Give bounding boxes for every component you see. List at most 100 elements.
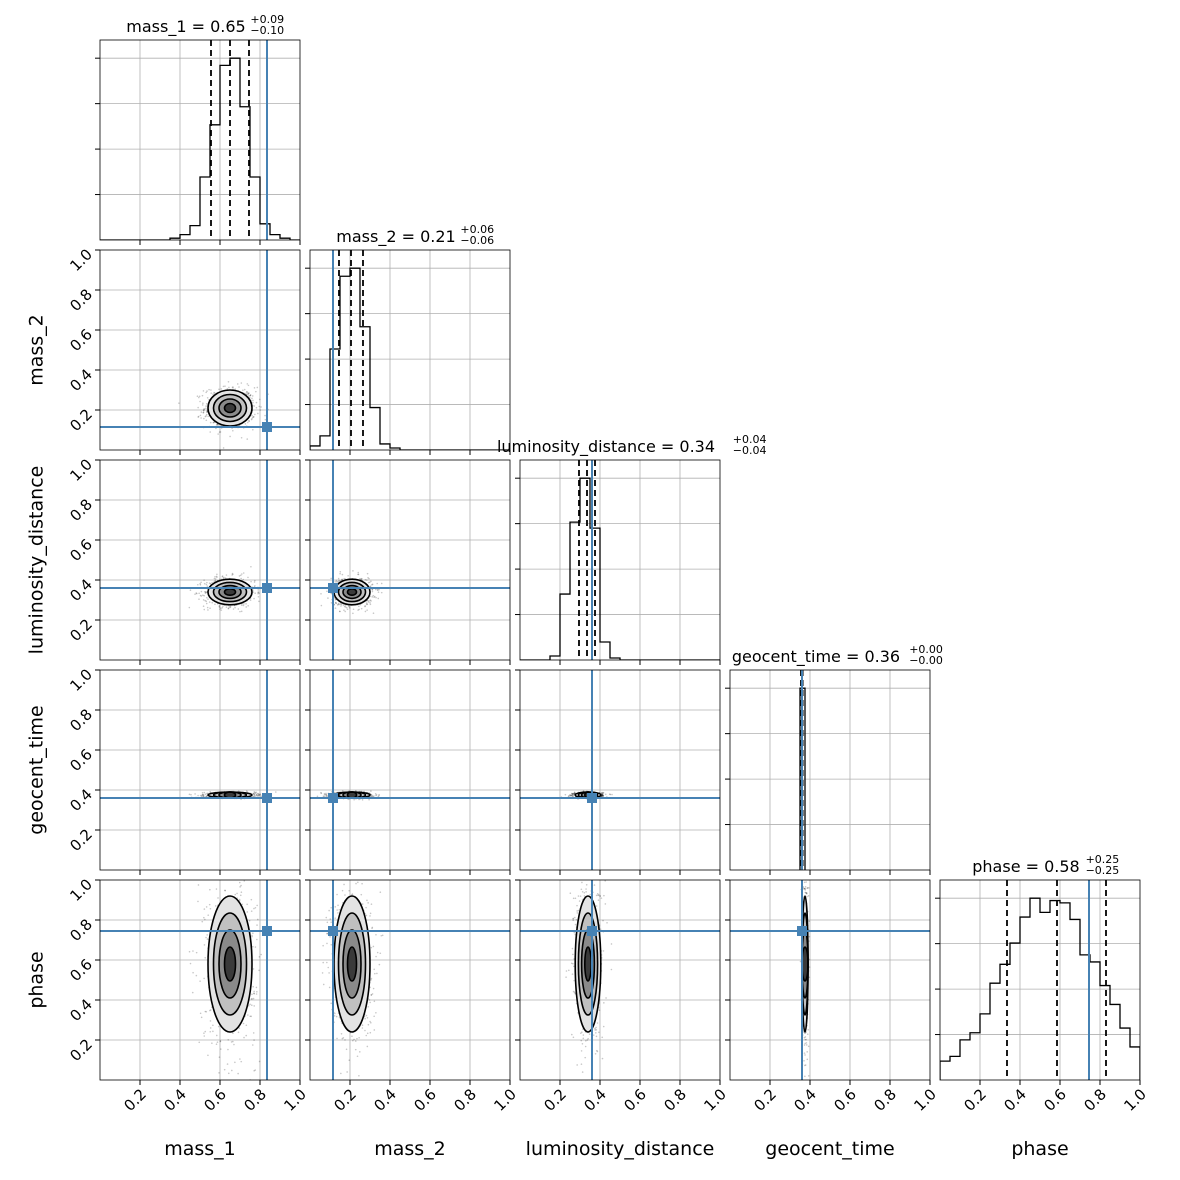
sample-point [368, 600, 370, 602]
sample-point [243, 880, 246, 882]
sample-point [206, 585, 209, 587]
sample-point [348, 607, 351, 609]
sample-point [240, 577, 242, 580]
sample-point [212, 393, 214, 395]
sample-point [199, 980, 201, 982]
sample-point [251, 414, 253, 417]
sample-point [216, 576, 218, 578]
sample-point [339, 572, 341, 575]
density-contour [342, 584, 362, 600]
sample-point [239, 574, 242, 577]
sample-point [335, 579, 338, 582]
sample-point [231, 386, 234, 389]
density-fill [224, 588, 236, 596]
sample-point [377, 597, 380, 600]
sample-point [255, 794, 258, 797]
sample-point [250, 418, 253, 421]
sample-point [334, 602, 337, 604]
sample-point [234, 606, 236, 609]
density-clip-group [100, 250, 300, 450]
sample-point [251, 397, 253, 400]
sample-point [252, 399, 254, 402]
sample-point [254, 584, 256, 587]
sample-point [233, 1043, 235, 1046]
sample-point [227, 607, 230, 610]
sample-point [205, 906, 208, 908]
sample-point [228, 606, 231, 608]
sample-point [240, 610, 243, 613]
sample-point [339, 603, 342, 605]
sample-point [257, 591, 260, 593]
sample-point [206, 596, 208, 599]
sample-point [337, 602, 340, 605]
sample-point [253, 1069, 255, 1072]
sample-point [209, 1009, 212, 1011]
gridlines [310, 250, 510, 450]
sample-point [231, 574, 233, 576]
sample-point [178, 402, 180, 404]
sample-point [368, 577, 370, 580]
sample-point [197, 396, 200, 399]
sample-point [202, 795, 205, 798]
sample-point [341, 578, 343, 581]
sample-point [571, 793, 574, 796]
sample-point [214, 905, 217, 907]
sample-point [225, 606, 228, 608]
panel-mass_1-vs-mass_1 [95, 39, 301, 245]
sample-point [197, 415, 200, 418]
sample-point [257, 793, 260, 795]
sample-point [240, 436, 243, 439]
sample-point [320, 791, 322, 794]
sample-point [209, 790, 212, 793]
sample-point [252, 792, 255, 795]
sample-point [255, 390, 257, 393]
sample-point [208, 582, 211, 584]
sample-point [259, 409, 262, 411]
sample-point [202, 599, 205, 601]
sample-point [256, 794, 258, 796]
sample-point [366, 609, 368, 611]
sample-point [215, 1034, 218, 1037]
sample-point [364, 578, 367, 581]
sample-point [341, 573, 344, 576]
sample-point [208, 601, 211, 603]
sample-point [257, 589, 260, 591]
sample-point [205, 391, 207, 394]
sample-point [248, 420, 250, 423]
sample-point [209, 1030, 212, 1033]
sample-point [357, 573, 359, 576]
sample-point [243, 388, 246, 391]
sample-point [258, 600, 260, 603]
density-contour [207, 578, 253, 606]
sample-point [246, 438, 249, 440]
sample-point [209, 607, 211, 609]
sample-point [252, 945, 254, 948]
sample-point [253, 597, 255, 600]
sample-point [602, 791, 604, 794]
sample-point [325, 793, 327, 796]
gridlines [100, 670, 300, 870]
sample-point [239, 894, 242, 897]
truth-marker [262, 793, 272, 803]
sample-point [347, 574, 349, 577]
sample-point [252, 416, 255, 418]
sample-point [222, 447, 225, 449]
sample-point [234, 388, 237, 390]
sample-point [207, 609, 209, 611]
sample-point [258, 405, 261, 408]
sample-point [217, 433, 219, 435]
sample-point [602, 794, 605, 797]
sample-point [325, 794, 328, 797]
sample-point [200, 581, 202, 584]
sample-point [254, 592, 256, 595]
gridlines [100, 880, 300, 1080]
sample-point [370, 600, 372, 602]
sample-point [247, 392, 249, 394]
sample-point [380, 591, 383, 594]
sample-point [368, 798, 370, 801]
sample-point [375, 596, 377, 599]
sample-point [200, 590, 203, 593]
sample-point [204, 592, 207, 595]
sample-point [367, 576, 369, 579]
sample-point [203, 417, 205, 420]
